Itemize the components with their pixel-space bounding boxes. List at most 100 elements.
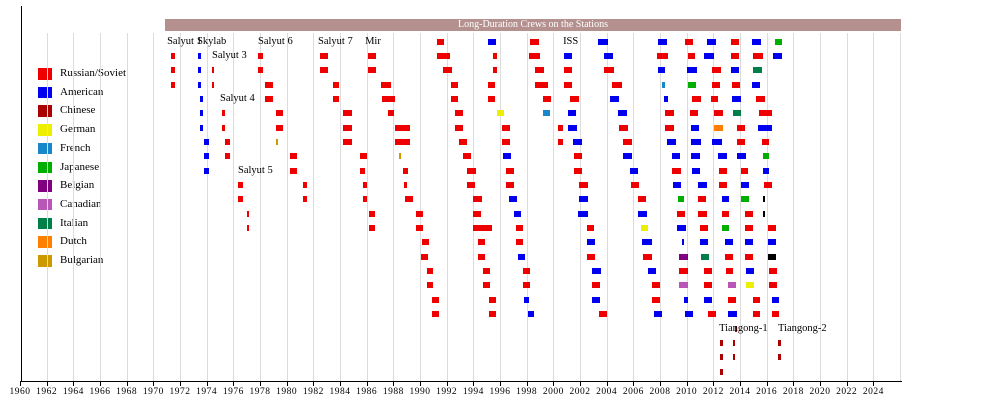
crew-bar: [275, 124, 283, 131]
crew-bar: [617, 110, 627, 117]
crew-bar: [564, 67, 572, 74]
crew-bar: [369, 210, 376, 217]
crew-bar: [381, 95, 396, 102]
gridline: [659, 33, 661, 381]
crew-bar: [762, 196, 766, 203]
station-label: Salyut 1: [167, 35, 202, 47]
axis-tick: [313, 382, 315, 386]
legend-label: French: [60, 141, 91, 154]
crew-bar: [369, 225, 376, 232]
crew-bar: [247, 210, 250, 217]
crew-bar: [719, 368, 723, 375]
crew-bar: [664, 95, 669, 102]
crew-bar: [225, 153, 230, 160]
axis-tick-label: 1970: [142, 387, 164, 397]
crew-bar: [752, 67, 762, 74]
crew-bar: [557, 124, 563, 131]
crew-bar: [405, 196, 414, 203]
crew-bar: [759, 110, 772, 117]
crew-bar: [368, 52, 376, 59]
crew-bar: [302, 182, 307, 188]
crew-bar: [692, 95, 701, 102]
crew-bar: [631, 182, 640, 188]
axis-tick-label: 1984: [329, 387, 351, 397]
crew-bar: [732, 110, 741, 117]
crew-bar: [535, 67, 544, 74]
crew-bar: [731, 95, 741, 102]
crew-bar: [728, 296, 736, 303]
crew-bar: [368, 67, 376, 74]
axis-tick-label: 1960: [9, 387, 31, 397]
crew-bar: [574, 153, 582, 160]
crew-bar: [719, 167, 727, 174]
legend-label: Japanese: [60, 160, 100, 173]
crew-bar: [199, 124, 204, 131]
y-axis-line: [21, 6, 22, 381]
gridline: [126, 33, 128, 381]
crew-bar: [657, 38, 667, 45]
legend-swatch: [38, 68, 52, 80]
crew-bar: [482, 268, 490, 275]
crew-bar: [529, 52, 540, 59]
crew-bar: [564, 81, 572, 88]
crew-bar: [690, 153, 700, 160]
gridline: [686, 33, 688, 381]
crew-bar: [721, 225, 730, 232]
gridline: [313, 33, 315, 381]
crew-bar: [515, 225, 524, 232]
axis-tick-label: 1962: [36, 387, 58, 397]
legend-label: American: [60, 85, 104, 98]
axis-tick-label: 1990: [409, 387, 431, 397]
crew-bar: [542, 95, 551, 102]
crew-bar: [437, 38, 444, 45]
crew-bar: [450, 95, 459, 102]
crew-bar: [501, 124, 510, 131]
crew-bar: [761, 138, 770, 145]
station-label: Salyut 7: [317, 35, 353, 47]
crew-bar: [736, 153, 746, 160]
crew-bar: [489, 296, 496, 303]
crew-bar: [535, 81, 549, 88]
legend-swatch: [38, 124, 52, 136]
crew-bar: [522, 282, 530, 289]
crew-bar: [678, 282, 688, 289]
crew-bar: [657, 67, 666, 74]
gridline: [99, 33, 101, 381]
axis-tick-label: 1986: [356, 387, 378, 397]
crew-bar: [685, 311, 694, 318]
crew-bar: [687, 52, 696, 59]
crew-bar: [197, 67, 201, 74]
crew-bar: [642, 239, 652, 246]
legend-label: Russian/Soviet: [60, 67, 127, 79]
crew-bar: [665, 110, 675, 117]
crew-bar: [431, 296, 440, 303]
crew-bar: [523, 296, 530, 303]
crew-bar: [654, 311, 662, 318]
gridline: [286, 33, 288, 381]
crew-bar: [728, 282, 736, 289]
crew-bar: [730, 52, 740, 59]
crew-bar: [204, 138, 210, 145]
crew-bar: [629, 167, 639, 174]
crew-bar: [463, 153, 471, 160]
crew-bar: [265, 81, 273, 88]
crew-bar: [399, 153, 402, 160]
axis-tick-label: 1964: [62, 387, 84, 397]
crew-bar: [579, 182, 588, 188]
crew-bar: [752, 296, 760, 303]
axis-tick: [393, 382, 395, 386]
chart-title-bar: Long-Duration Crews on the Stations: [165, 19, 901, 31]
axis-tick-label: 1996: [489, 387, 511, 397]
axis-tick-label: 2018: [782, 387, 804, 397]
crew-bar: [609, 95, 620, 102]
axis-tick-label: 1982: [302, 387, 324, 397]
gridline: [499, 33, 501, 381]
crew-bar: [730, 67, 740, 74]
axis-tick-label: 1992: [436, 387, 458, 397]
crew-bar: [778, 339, 781, 346]
crew-bar: [678, 253, 688, 260]
axis-tick-label: 2008: [649, 387, 671, 397]
crew-bar: [238, 182, 244, 188]
crew-bar: [643, 253, 653, 260]
